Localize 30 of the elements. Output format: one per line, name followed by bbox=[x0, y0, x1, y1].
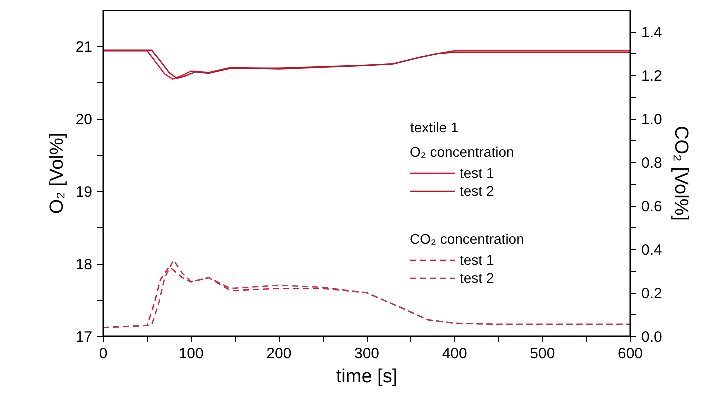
y2-tick-label: 0.6 bbox=[642, 198, 662, 216]
x-tick-label: 600 bbox=[618, 346, 644, 362]
y2-tick-label: 0.8 bbox=[642, 155, 662, 172]
legend-label: test 1 bbox=[460, 165, 494, 181]
y-tick-label: 17 bbox=[76, 329, 93, 346]
x-axis-title: time [s] bbox=[336, 366, 398, 388]
y2-tick-label: 1.4 bbox=[642, 24, 662, 42]
legend-label: test 2 bbox=[460, 183, 494, 199]
y2-tick-label: 1.0 bbox=[642, 112, 662, 129]
legend-label: test 2 bbox=[460, 270, 494, 286]
y2-tick-label: 0.0 bbox=[642, 329, 662, 346]
y2-tick-label: 0.2 bbox=[642, 286, 662, 303]
legend-title: textile 1 bbox=[410, 120, 459, 136]
x-tick-label: 500 bbox=[530, 346, 556, 362]
y-axis-title: O₂ [Vol%] bbox=[46, 132, 68, 214]
annotation: O₂ concentration bbox=[410, 144, 514, 160]
y2-axis-title: CO₂ [Vol%] bbox=[670, 126, 692, 222]
x-tick-label: 100 bbox=[178, 346, 204, 362]
x-tick-label: 200 bbox=[266, 346, 292, 362]
annotation: CO₂ concentration bbox=[410, 231, 524, 247]
y-tick-label: 21 bbox=[76, 39, 93, 56]
x-tick-label: 300 bbox=[354, 346, 380, 362]
legend-label: test 1 bbox=[460, 252, 494, 268]
x-tick-label: 0 bbox=[99, 346, 108, 362]
y2-tick-label: 0.4 bbox=[642, 242, 662, 260]
y-tick-label: 20 bbox=[76, 112, 93, 129]
y-tick-label: 19 bbox=[76, 184, 93, 202]
y2-tick-label: 1.2 bbox=[642, 68, 662, 86]
x-tick-label: 400 bbox=[442, 346, 468, 362]
y-tick-label: 18 bbox=[76, 256, 93, 274]
